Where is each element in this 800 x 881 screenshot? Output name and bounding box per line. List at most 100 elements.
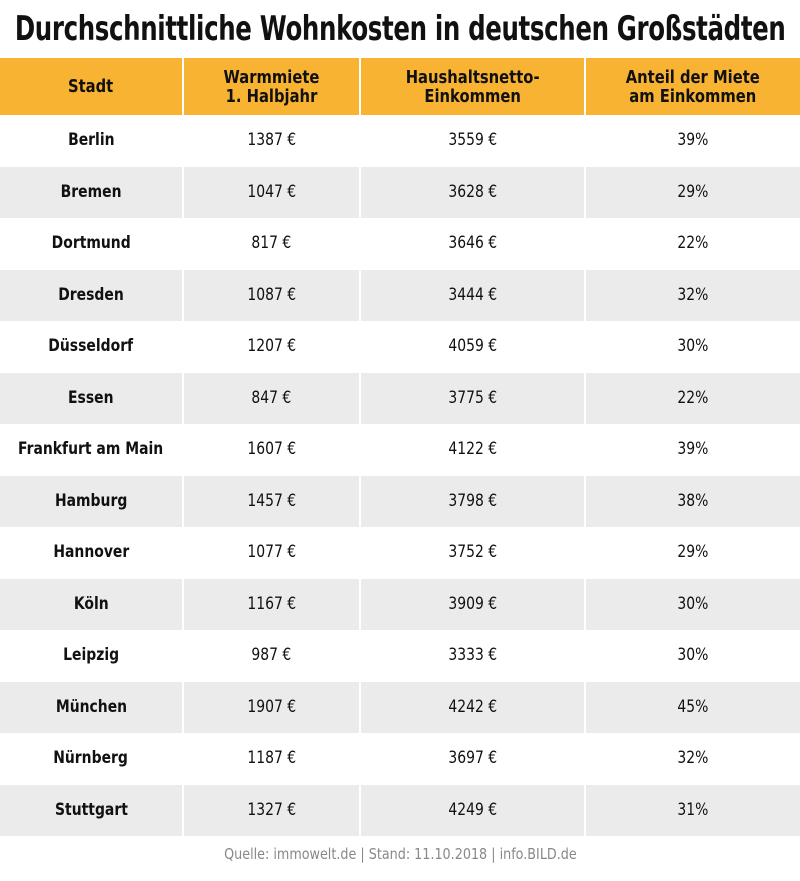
table-cell-text: 30% bbox=[677, 336, 709, 357]
header-row: Stadt Warmmiete 1. Halbjahr Haushaltsnetto… bbox=[0, 58, 800, 115]
table-cell-text: Dortmund bbox=[51, 233, 131, 254]
table-row: Essen 847 € 3775 € 22% bbox=[0, 372, 800, 425]
table-cell-text: 817 € bbox=[251, 233, 292, 254]
table-cell: Bremen bbox=[0, 166, 184, 218]
table-cell: 4249 € bbox=[361, 784, 586, 836]
table-cell-text: 1077 € bbox=[247, 542, 296, 563]
table-cell: 1047 € bbox=[184, 166, 361, 218]
table-cell: 4059 € bbox=[361, 321, 586, 373]
table-cell-text: 1167 € bbox=[247, 593, 296, 614]
table-cell: 45% bbox=[586, 682, 800, 734]
table-cell: 3798 € bbox=[361, 475, 586, 527]
table-cell: 4122 € bbox=[361, 424, 586, 476]
table-cell-text: Essen bbox=[68, 387, 114, 408]
table-cell: München bbox=[0, 681, 184, 733]
header-cell: Anteil der Miete am Einkommen bbox=[586, 58, 800, 115]
table-row: Bremen 1047 € 3628 € 29% bbox=[0, 166, 800, 219]
table-cell-text: Hannover bbox=[53, 542, 129, 563]
table-cell-text: 1607 € bbox=[247, 439, 296, 460]
table-cell-text: 3909 € bbox=[448, 593, 497, 614]
table-cell-text: Nürnberg bbox=[53, 748, 129, 769]
table-cell: 22% bbox=[586, 373, 800, 425]
table-cell-text: 3333 € bbox=[448, 645, 497, 666]
table-cell-text: Frankfurt am Main bbox=[18, 439, 164, 460]
table-cell-text: 1387 € bbox=[247, 130, 296, 151]
table-cell-text: 1047 € bbox=[247, 181, 296, 202]
table-cell-text: 847 € bbox=[251, 387, 292, 408]
table-cell-text: 29% bbox=[677, 181, 709, 202]
table-cell: 1187 € bbox=[184, 733, 361, 785]
table-row: Berlin 1387 € 3559 € 39% bbox=[0, 115, 800, 167]
table-cell: 1457 € bbox=[184, 475, 361, 527]
table-cell-text: 1187 € bbox=[247, 748, 296, 769]
table-cell: Hamburg bbox=[0, 475, 184, 527]
table-cell: 3628 € bbox=[361, 166, 586, 218]
table-cell: 1907 € bbox=[184, 681, 361, 733]
table-cell-text: 4059 € bbox=[448, 336, 497, 357]
table-cell: 1207 € bbox=[184, 321, 361, 373]
table-cell: 1607 € bbox=[184, 424, 361, 476]
table-cell-text: 3444 € bbox=[448, 284, 497, 305]
table-row: Hamburg 1457 € 3798 € 38% bbox=[0, 475, 800, 527]
table-cell: 3646 € bbox=[361, 218, 586, 270]
table-row: Düsseldorf 1207 € 4059 € 30% bbox=[0, 321, 800, 373]
table-cell: Essen bbox=[0, 372, 184, 424]
table-cell-text: Köln bbox=[73, 593, 109, 614]
table-cell: 3559 € bbox=[361, 115, 586, 167]
table-cell: 29% bbox=[586, 527, 800, 579]
table-cell-text: Bremen bbox=[60, 181, 122, 202]
table-cell: 39% bbox=[586, 115, 800, 167]
table-cell: 3909 € bbox=[361, 578, 586, 630]
table-cell-text: 4249 € bbox=[448, 799, 497, 820]
table-cell-text: 32% bbox=[677, 748, 709, 769]
table-cell-text: 3628 € bbox=[448, 181, 497, 202]
table-cell-text: 45% bbox=[677, 696, 709, 717]
table-cell-text: 39% bbox=[677, 439, 709, 460]
table-cell-text: 30% bbox=[677, 593, 709, 614]
table-cell-text: 4242 € bbox=[448, 696, 497, 717]
table-cell: 1167 € bbox=[184, 578, 361, 630]
table-cell: 3752 € bbox=[361, 527, 586, 579]
header-cell: Warmmiete 1. Halbjahr bbox=[184, 58, 361, 115]
table-row: Dortmund 817 € 3646 € 22% bbox=[0, 218, 800, 270]
table-cell: 987 € bbox=[184, 630, 361, 682]
table-cell: 22% bbox=[586, 218, 800, 270]
table-cell-text: 1907 € bbox=[247, 696, 296, 717]
table-cell-text: Düsseldorf bbox=[48, 336, 134, 357]
table-cell: 3775 € bbox=[361, 372, 586, 424]
table-cell: 817 € bbox=[184, 218, 361, 270]
table: Stadt Warmmiete 1. Halbjahr Haushaltsnetto… bbox=[0, 58, 800, 836]
table-cell-text: 31% bbox=[677, 799, 709, 820]
table-cell-text: 987 € bbox=[251, 645, 292, 666]
table-cell: 29% bbox=[586, 167, 800, 219]
source-bar: Quelle: immowelt.de | Stand: 11.10.2018 … bbox=[0, 845, 800, 863]
header-cell-text: Stadt bbox=[68, 76, 114, 97]
table-cell-text: 3646 € bbox=[448, 233, 497, 254]
table-cell: Dortmund bbox=[0, 218, 184, 270]
table-cell: 39% bbox=[586, 424, 800, 476]
table-cell: 32% bbox=[586, 270, 800, 322]
table-cell: Düsseldorf bbox=[0, 321, 184, 373]
table-row: Köln 1167 € 3909 € 30% bbox=[0, 578, 800, 630]
table-cell-text: Hamburg bbox=[54, 490, 128, 511]
table-row: Hannover 1077 € 3752 € 29% bbox=[0, 527, 800, 579]
table-cell-text: 30% bbox=[677, 645, 709, 666]
table-cell-text: 29% bbox=[677, 542, 709, 563]
table-cell: 1327 € bbox=[184, 784, 361, 836]
table-cell-text: 3752 € bbox=[448, 542, 497, 563]
table-row: Nürnberg 1187 € 3697 € 32% bbox=[0, 733, 800, 785]
table-cell-text: 32% bbox=[677, 284, 709, 305]
source: Quelle: immowelt.de | Stand: 11.10.2018 … bbox=[223, 845, 577, 863]
table-cell: 1087 € bbox=[184, 269, 361, 321]
title-bar: Durchschnittliche Wohnkosten in deutsche… bbox=[0, 0, 800, 58]
table-cell-text: München bbox=[55, 696, 127, 717]
table-cell: 1077 € bbox=[184, 527, 361, 579]
table-cell: Nürnberg bbox=[0, 733, 184, 785]
table-row: Dresden 1087 € 3444 € 32% bbox=[0, 269, 800, 322]
table-cell: 32% bbox=[586, 733, 800, 785]
table-cell-text: 4122 € bbox=[448, 439, 497, 460]
table-cell: Frankfurt am Main bbox=[0, 424, 184, 476]
table-cell-text: 1457 € bbox=[247, 490, 296, 511]
header-cell: Haushaltsnetto- Einkommen bbox=[361, 58, 586, 115]
